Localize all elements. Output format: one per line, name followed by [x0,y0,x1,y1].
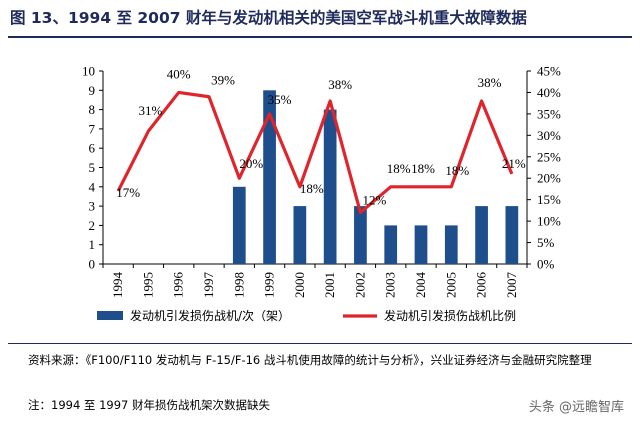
x-tick-label: 1998 [231,272,246,298]
ratio-data-label: 20% [239,156,263,171]
y-left-tick-label: 0 [89,257,96,272]
x-tick-label: 1994 [110,272,125,299]
x-tick-label: 2002 [352,272,367,298]
y-right-tick-label: 5% [537,235,555,250]
x-tick-label: 2001 [322,272,337,298]
y-right-tick-label: 25% [537,149,561,164]
x-tick-label: 2004 [413,272,428,299]
ratio-data-label: 38% [478,75,502,90]
x-tick-label: 1996 [171,272,186,299]
ratio-data-label: 21% [502,156,526,171]
y-left-tick-label: 2 [89,218,96,233]
y-left-tick-label: 1 [89,237,96,252]
x-tick-label: 1997 [201,272,216,299]
ratio-data-label: 31% [139,103,163,118]
y-right-tick-label: 30% [537,128,561,143]
ratio-data-label: 18% [445,163,469,178]
y-right-tick-label: 0% [537,257,555,272]
bar [384,225,398,264]
chart-title: 图 13、1994 至 2007 财年与发动机相关的美国空军战斗机重大故障数据 [10,9,527,27]
x-tick-label: 1995 [140,272,155,298]
source-text: 资料来源：《F100/F110 发动机与 F-15/F-16 战斗机使用故障的统… [28,353,592,367]
ratio-data-label: 18% [300,181,324,196]
legend-bar-label: 发动机引发损伤战机/次（架） [130,308,290,323]
bar [263,90,276,264]
bar [444,225,458,264]
y-right-tick-label: 15% [537,192,561,207]
ratio-data-label: 17% [116,185,140,200]
ratio-data-label: 18% [411,161,435,176]
x-tick-label: 2005 [443,272,458,298]
ratio-line [116,90,514,215]
note-text: 注：1994 至 1997 财年损伤战机架次数据缺失 [28,398,270,412]
bar [293,206,307,264]
bar [354,206,367,264]
x-tick-label: 1999 [262,272,277,298]
y-left-tick-label: 9 [89,83,96,98]
x-tick-label: 2006 [474,272,489,299]
bar [505,206,519,264]
y-right-tick-label: 20% [537,171,561,186]
ratio-data-label: 40% [167,66,191,81]
chart: 0 1 2 3 4 5 6 7 8 9 10 0% 5% 10% 15% 20% 25% 30% 35% 40% 45%… [82,64,561,324]
bar [475,206,488,264]
y-left-tick-label: 5 [89,160,96,175]
bar [323,109,337,264]
y-left-tick-label: 8 [89,102,96,117]
y-left-tick-label: 4 [89,179,96,194]
legend-bar-swatch [97,311,123,320]
bar [232,186,246,264]
legend-line-label: 发动机引发损伤战机比例 [384,308,516,323]
ratio-data-label: 38% [328,77,352,92]
x-tick-label: 2007 [504,272,519,299]
title-rule [8,36,632,38]
ratio-data-label: 35% [268,92,292,107]
source-rule [8,343,632,344]
y-left-tick-label: 7 [89,121,96,136]
y-left-tick-label: 3 [89,199,96,214]
y-right-tick-label: 35% [537,106,561,121]
y-right-tick-label: 45% [537,64,561,79]
y-left-tick-label: 6 [89,141,96,156]
ratio-data-label: 39% [211,73,235,88]
y-left-tick-label: 10 [82,64,95,79]
bar [414,225,428,264]
watermark: 头条 @远瞻智库 [528,400,624,415]
ratio-data-label: 12% [363,193,387,208]
x-tick-label: 2000 [292,272,307,298]
x-tick-label: 2003 [383,272,398,298]
y-right-tick-label: 10% [537,214,561,229]
y-right-tick-label: 40% [537,85,561,100]
ratio-data-label: 18% [387,161,411,176]
